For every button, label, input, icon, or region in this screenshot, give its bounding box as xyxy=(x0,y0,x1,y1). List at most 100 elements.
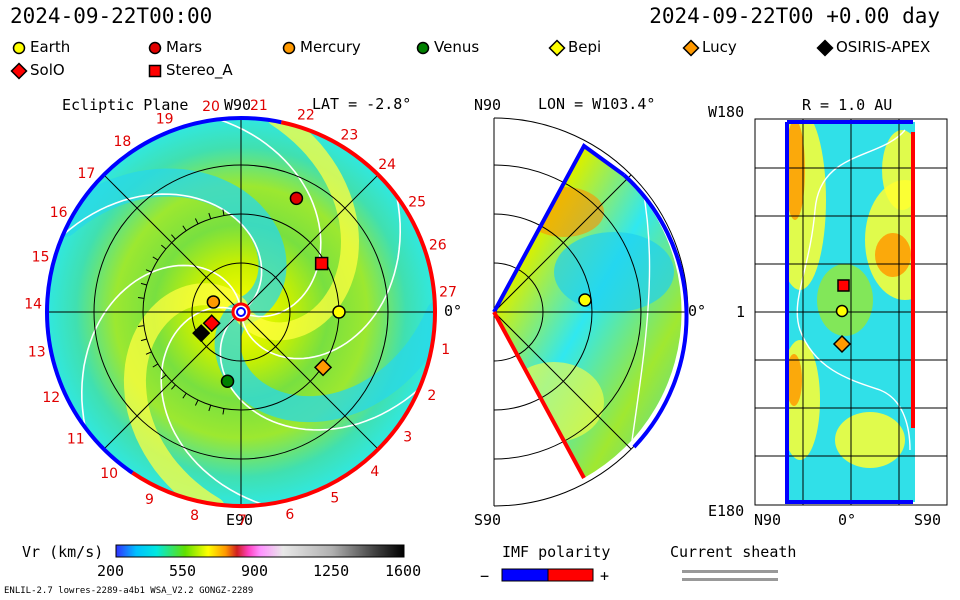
legend-label: Bepi xyxy=(568,38,602,56)
grid-tick xyxy=(194,218,199,225)
carrington-tick-label: 12 xyxy=(42,390,60,406)
sphere-grid xyxy=(754,118,948,506)
meridional-rim-negative-arc xyxy=(622,173,689,449)
grid-tick xyxy=(140,338,147,342)
colorbar-tick-label: 1600 xyxy=(385,562,422,580)
polarity-rim-negative xyxy=(45,116,282,475)
current-sheath-line xyxy=(682,570,778,573)
grid-tick xyxy=(152,363,159,368)
grid-tick xyxy=(152,256,159,261)
sphere-band xyxy=(787,122,805,220)
sphere-bottom-left-label: E180 xyxy=(708,502,745,520)
legend-label: Stereo_A xyxy=(166,61,233,79)
carrington-tick-label: 20 xyxy=(202,99,220,115)
legend-stereo-a-icon xyxy=(148,64,162,78)
legend-earth-icon xyxy=(12,41,26,55)
grid-tick xyxy=(182,225,187,232)
ecliptic-lucy-marker xyxy=(313,358,333,377)
sphere-field-line xyxy=(796,129,911,451)
carrington-tick-label: 1 xyxy=(441,342,450,358)
vr-colorbar xyxy=(115,544,405,558)
field-line xyxy=(160,306,273,506)
legend-mars-icon xyxy=(148,41,162,55)
meridional-top-label: N90 xyxy=(474,96,502,114)
ecliptic-venus-marker xyxy=(220,374,235,389)
ecliptic-right-label: 0° xyxy=(444,302,463,320)
sphere-stereo-a-marker xyxy=(837,279,850,292)
ecliptic-band xyxy=(214,300,435,423)
carrington-tick-label: 2 xyxy=(427,388,436,404)
ecliptic-field-lines xyxy=(55,118,427,506)
meridional-band xyxy=(524,187,604,237)
meridional-panel xyxy=(492,117,689,507)
carrington-tick-label: 6 xyxy=(285,507,294,523)
current-sheath-line xyxy=(682,578,778,581)
carrington-tick-label: 5 xyxy=(330,491,339,507)
colorbar-tick-label: 200 xyxy=(97,562,125,580)
ecliptic-osiris-apex-marker xyxy=(192,324,211,343)
grid-tick xyxy=(194,399,199,406)
legend-venus-icon xyxy=(416,41,430,55)
sheath-title: Current sheath xyxy=(670,543,797,561)
ecliptic-band xyxy=(235,118,360,341)
sun-core-icon xyxy=(236,307,246,317)
legend-mercury-icon xyxy=(282,41,296,55)
meridional-bottom-label: S90 xyxy=(474,511,502,529)
carrington-tick-label: 17 xyxy=(78,166,96,182)
legend-solo-icon xyxy=(10,62,28,80)
meridional-grid xyxy=(493,117,689,507)
meridional-lon-label: LON = W103.4° xyxy=(538,95,656,113)
field-line xyxy=(80,264,241,438)
ecliptic-stereo-a-marker xyxy=(314,256,329,271)
carrington-tick-label: 22 xyxy=(297,107,315,123)
sphere-xaxis-n90: N90 xyxy=(754,511,782,529)
grid-tick xyxy=(161,244,167,250)
legend-label: OSIRIS-APEX xyxy=(836,38,931,56)
sphere-earth-marker xyxy=(835,304,849,318)
sphere-lucy-marker xyxy=(832,334,852,354)
grid-tick xyxy=(171,384,176,390)
carrington-tick-label: 18 xyxy=(113,134,131,150)
carrington-tick-label: 11 xyxy=(67,431,85,447)
meridional-band xyxy=(554,232,674,312)
grid-tick xyxy=(208,212,212,219)
grid-tick xyxy=(140,282,147,286)
carrington-tick-label: 19 xyxy=(156,112,174,128)
sphere-xaxis-0: 0° xyxy=(838,511,857,529)
grid-axis xyxy=(493,174,632,313)
field-line xyxy=(219,315,427,431)
carrington-tick-label: 26 xyxy=(429,238,447,254)
sphere-rim-negative xyxy=(785,120,913,504)
ecliptic-mercury-marker xyxy=(206,295,221,309)
grid-tick xyxy=(222,209,225,216)
carrington-tick-label: 23 xyxy=(340,127,358,143)
ecliptic-band xyxy=(50,168,287,324)
carrington-tick-label: 27 xyxy=(439,285,457,301)
legend-label: Mercury xyxy=(300,38,361,56)
meridional-rim-negative xyxy=(492,143,626,313)
grid-tick xyxy=(171,234,176,240)
sphere-top-left-label: W180 xyxy=(708,103,745,121)
sphere-mid-left-label: 1 xyxy=(736,303,746,321)
ecliptic-mars-marker xyxy=(289,191,304,206)
grid-tick xyxy=(182,392,187,399)
field-line xyxy=(209,118,322,318)
carrington-tick-label: 21 xyxy=(250,98,268,114)
sphere-xaxis-s90: S90 xyxy=(914,511,942,529)
ecliptic-objects xyxy=(192,191,346,389)
ecliptic-earth-marker xyxy=(332,305,346,319)
carrington-tick-label: 13 xyxy=(28,344,46,360)
time-right: 2024-09-22T00 +0.00 day xyxy=(649,4,940,28)
sphere-bands xyxy=(787,122,915,468)
sphere-band xyxy=(787,354,802,406)
ecliptic-title: Ecliptic Plane xyxy=(62,96,189,114)
imf-minus-label: − xyxy=(480,567,490,585)
field-line xyxy=(241,186,402,360)
meridional-right-label: 0° xyxy=(688,302,707,320)
imf-plus-label: + xyxy=(600,567,610,585)
ecliptic-top-label: W90 xyxy=(224,96,252,114)
colorbar-tick-label: 1250 xyxy=(313,562,350,580)
ecliptic-panel xyxy=(45,116,437,508)
